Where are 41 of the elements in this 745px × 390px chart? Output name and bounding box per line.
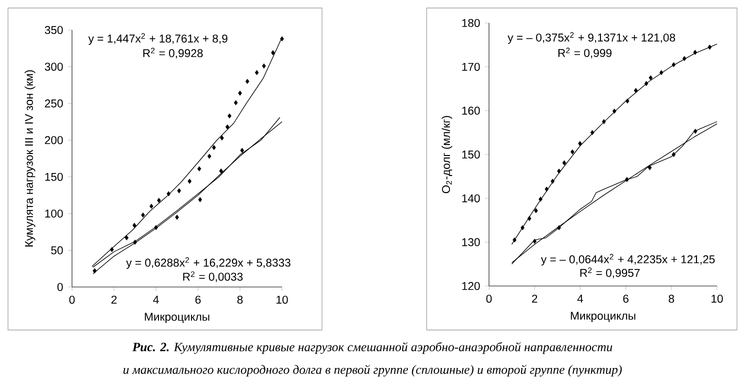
annotation: R$^{2}$ = 0,0033 bbox=[183, 271, 243, 282]
annotation: y = 1,447x$^{2}$ + 18,761x + 8,9 bbox=[88, 33, 228, 45]
y-tick-label: 50 bbox=[51, 246, 63, 254]
annotation: y = – 0,0644x$^{2}$ + 4,2235x + 121,25 bbox=[540, 254, 715, 266]
text: и максимального кислородного долга в первой группе (сплошные) и второй группе (пунктир) bbox=[123, 364, 622, 377]
x-axis-title: Микроциклы bbox=[570, 312, 636, 322]
annotation: y = 0,6288x$^{2}$ + 16,229x + 5,8333 bbox=[126, 257, 290, 269]
x-tick-label: 8 bbox=[237, 296, 243, 304]
y-tick-label: 250 bbox=[44, 99, 63, 108]
x-tick-label: 6 bbox=[195, 296, 201, 304]
annotation: R$^{2}$ = 0,999 bbox=[558, 48, 612, 58]
x-tick-label: 0 bbox=[69, 296, 75, 304]
y-tick-label: 150 bbox=[462, 150, 480, 159]
annotation: R$^{2}$ = 0,9957 bbox=[580, 267, 640, 278]
text: Рис. 2. Кумулятивные кривые нагрузок смешанной аэробно-анаэробной направленности bbox=[132, 342, 612, 354]
x-tick-label: 6 bbox=[623, 294, 628, 303]
x-axis-title: Микроциклы bbox=[144, 312, 210, 324]
y-tick-label: 140 bbox=[462, 194, 480, 202]
y-tick-label: 300 bbox=[44, 62, 63, 71]
x-tick-label: 10 bbox=[276, 296, 288, 304]
y-tick-label: 120 bbox=[462, 282, 480, 290]
x-tick-label: 2 bbox=[532, 294, 538, 303]
x-tick-label: 10 bbox=[712, 294, 723, 303]
x-tick-label: 0 bbox=[486, 294, 492, 303]
annotation: R$^{2}$ = 0,9928 bbox=[143, 48, 203, 58]
y-axis-title: Кумулята нагрузок III и IV зон (км) bbox=[24, 70, 36, 246]
x-tick-label: 4 bbox=[153, 296, 159, 304]
y-tick-label: 160 bbox=[462, 106, 480, 115]
y-tick-label: 170 bbox=[462, 62, 480, 71]
y-tick-label: 350 bbox=[44, 26, 63, 34]
x-tick-label: 2 bbox=[111, 296, 117, 304]
y-tick-label: 0 bbox=[57, 282, 63, 292]
y-tick-label: 180 bbox=[462, 19, 480, 28]
y-axis-title: O$_{2}$-долг (мл/кг) bbox=[442, 116, 452, 194]
x-tick-label: 8 bbox=[668, 294, 674, 303]
annotation: y = – 0,375x$^{2}$ + 9,1371x + 121,08 bbox=[508, 32, 676, 44]
y-tick-label: 200 bbox=[44, 136, 63, 144]
y-tick-label: 150 bbox=[45, 172, 63, 181]
y-tick-label: 130 bbox=[462, 238, 480, 246]
x-tick-label: 4 bbox=[577, 294, 584, 303]
y-tick-label: 100 bbox=[45, 210, 63, 218]
